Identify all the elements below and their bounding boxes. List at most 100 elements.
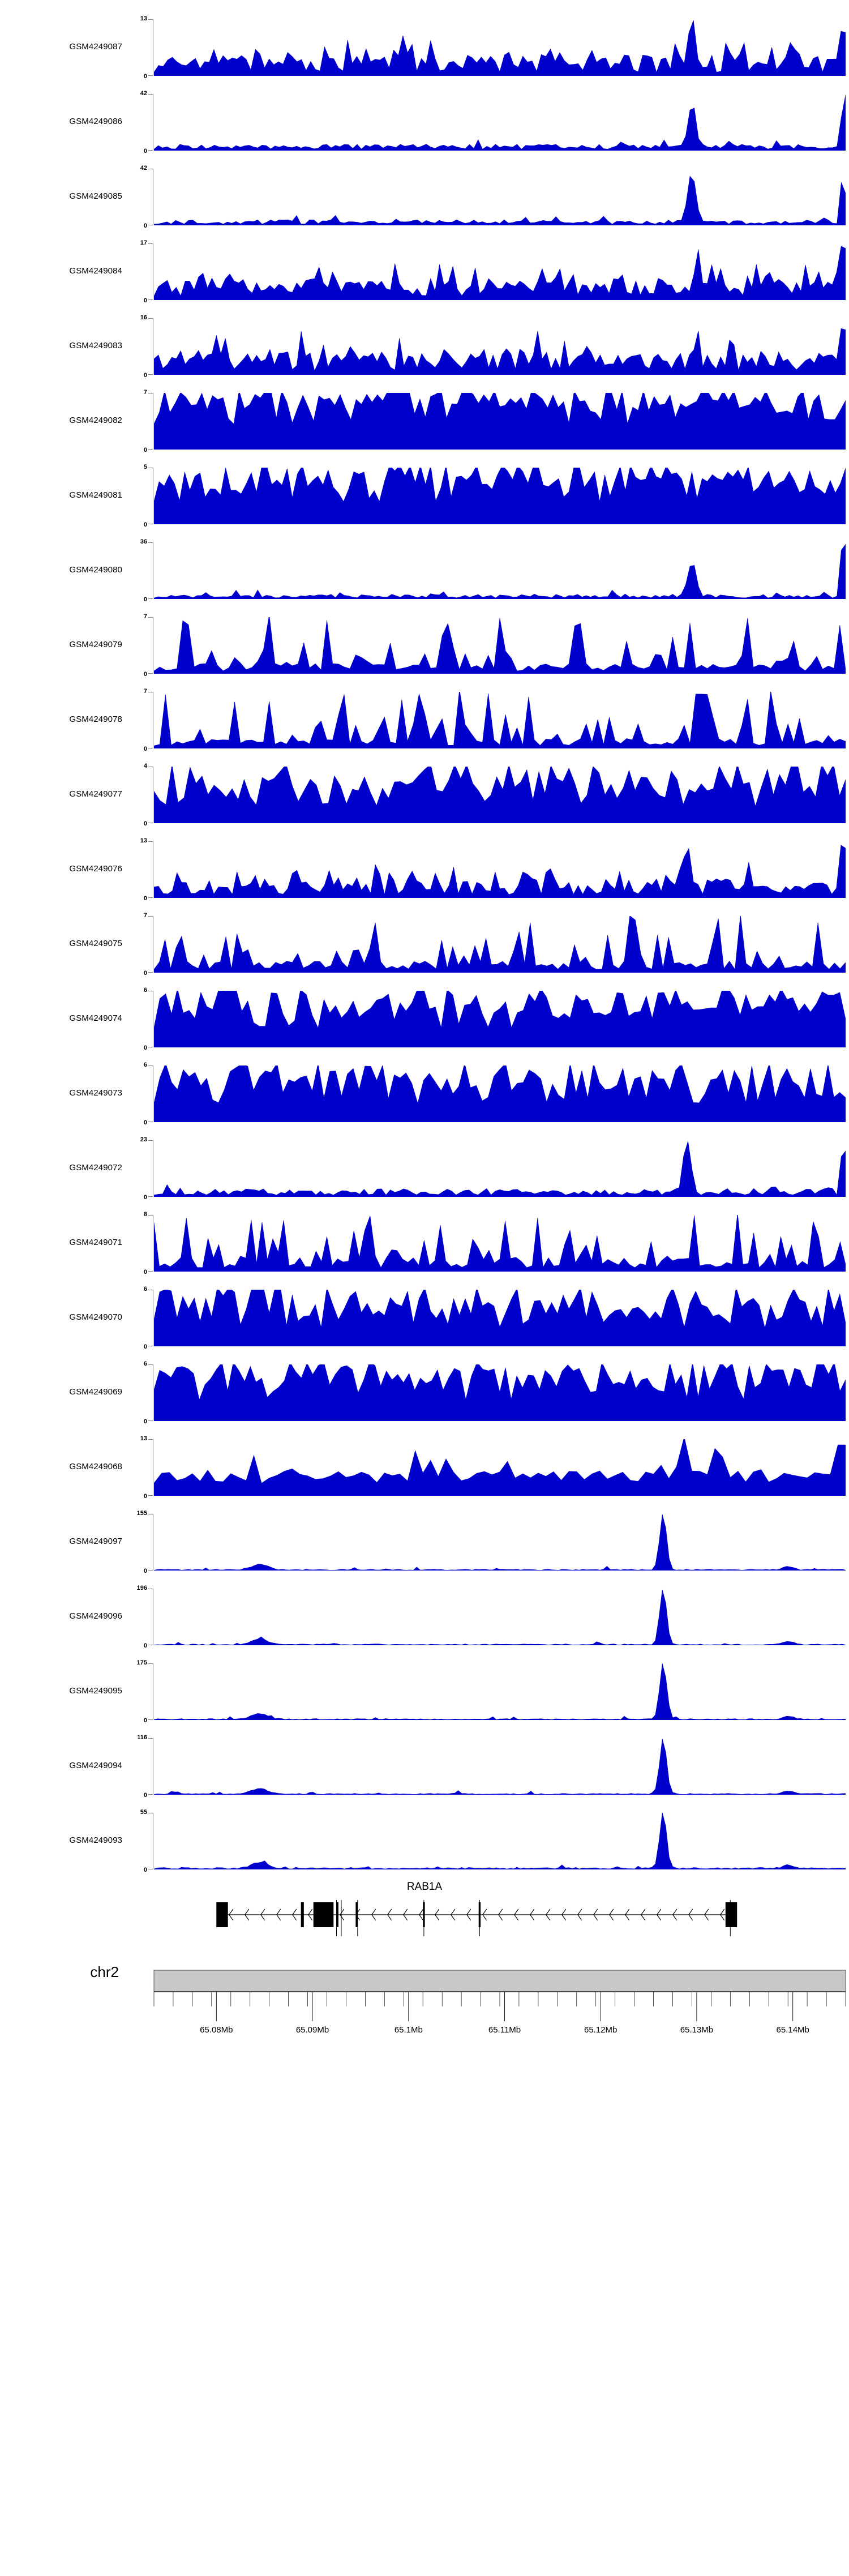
coverage-plot-area: [154, 169, 846, 225]
y-axis-max-label: 16: [140, 314, 147, 321]
y-axis-min-label: 0: [143, 895, 147, 902]
gene-annotation-track: RAB1A: [0, 1877, 849, 1951]
y-axis-max-label: 7: [143, 688, 147, 695]
y-axis-min-label: 0: [143, 73, 147, 80]
y-axis-min-label: 0: [143, 1568, 147, 1574]
y-axis-tick-min: [148, 1719, 153, 1720]
y-axis-max-label: 42: [140, 90, 147, 97]
signal-track: GSM4249093 55 0: [0, 1803, 849, 1877]
coverage-plot: [154, 95, 846, 151]
signal-track: GSM4249075 7 0: [0, 906, 849, 981]
y-axis-tick-min: [148, 1495, 153, 1496]
y-axis-min-label: 0: [143, 1792, 147, 1799]
y-axis-max-label: 6: [143, 1360, 147, 1367]
coverage-plot: [154, 176, 846, 225]
y-axis-tick-max: [148, 1215, 153, 1216]
track-label-GSM4249080: GSM4249080: [69, 564, 122, 575]
y-axis-tick-max: [148, 318, 153, 319]
y-axis-max-label: 155: [136, 1510, 147, 1517]
coverage-plot: [154, 692, 846, 748]
y-axis-tick-min: [148, 374, 153, 375]
track-label-GSM4249069: GSM4249069: [69, 1387, 122, 1397]
y-axis-min-label: 0: [143, 1119, 147, 1126]
signal-track: GSM4249084 17 0: [0, 233, 849, 308]
y-axis-max-label: 13: [140, 837, 147, 844]
y-axis-min-label: 0: [143, 1343, 147, 1350]
gene-model-graphic: [0, 1893, 849, 1950]
y-axis-tick-min: [148, 1271, 153, 1272]
track-label-GSM4249073: GSM4249073: [69, 1088, 122, 1098]
track-label-GSM4249075: GSM4249075: [69, 938, 122, 948]
y-axis-min-label: 0: [143, 1418, 147, 1425]
track-label-GSM4249070: GSM4249070: [69, 1312, 122, 1322]
signal-track: GSM4249073 6 0: [0, 1055, 849, 1130]
signal-track: GSM4249072 23 0: [0, 1130, 849, 1205]
chromosome-band: [153, 1970, 846, 1992]
y-axis-max-label: 13: [140, 1435, 147, 1442]
coverage-plot-area: [154, 1066, 846, 1122]
y-axis-max-label: 7: [143, 912, 147, 919]
track-label-GSM4249095: GSM4249095: [69, 1685, 122, 1696]
signal-track: GSM4249086 42 0: [0, 84, 849, 159]
y-axis-min-label: 0: [143, 148, 147, 155]
y-axis-min-label: 0: [143, 820, 147, 827]
exon: [725, 1902, 737, 1927]
coverage-plot-area: [154, 1439, 846, 1496]
track-label-GSM4249071: GSM4249071: [69, 1237, 122, 1247]
y-axis-tick-min: [148, 1794, 153, 1795]
signal-track: GSM4249079 7 0: [0, 607, 849, 682]
y-axis-tick-min: [148, 972, 153, 973]
axis-tick-label: 65.09Mb: [296, 2025, 329, 2035]
signal-track: GSM4249077 4 0: [0, 756, 849, 831]
y-axis-min-label: 0: [143, 1194, 147, 1201]
coverage-plot: [154, 328, 846, 375]
axis-tick-label: 65.14Mb: [777, 2025, 809, 2035]
coverage-plot-area: [154, 1290, 846, 1346]
y-axis: 42 0: [127, 90, 153, 155]
y-axis: 13 0: [127, 837, 153, 902]
track-label-GSM4249086: GSM4249086: [69, 116, 122, 126]
gene-model-svg: [216, 1900, 737, 1936]
top-margin: [0, 0, 849, 9]
y-axis-max-label: 7: [143, 389, 147, 396]
y-axis-tick-min: [148, 1196, 153, 1197]
gene-name-label: RAB1A: [406, 1881, 443, 1893]
axis-tick-label: 65.1Mb: [395, 2025, 423, 2035]
y-axis-min-label: 0: [143, 746, 147, 752]
y-axis-min-label: 0: [143, 222, 147, 229]
track-label-GSM4249097: GSM4249097: [69, 1536, 122, 1546]
y-axis-max-label: 23: [140, 1136, 147, 1143]
axis-tick-label: 65.08Mb: [200, 2025, 233, 2035]
coverage-plot: [154, 1813, 846, 1869]
exon: [355, 1902, 358, 1927]
coverage-plot-area: [154, 767, 846, 823]
axis-tick-label: 65.12Mb: [584, 2025, 617, 2035]
coverage-plot: [154, 1663, 846, 1720]
track-label-GSM4249087: GSM4249087: [69, 41, 122, 52]
y-axis-min-label: 0: [143, 596, 147, 603]
y-axis-max-label: 13: [140, 15, 147, 22]
track-label-GSM4249079: GSM4249079: [69, 639, 122, 649]
coverage-plot: [154, 1215, 846, 1272]
y-axis-tick-max: [148, 1439, 153, 1440]
y-axis: 155 0: [127, 1510, 153, 1574]
y-axis-tick-max: [148, 1140, 153, 1141]
coverage-plot: [154, 991, 846, 1047]
y-axis-min-label: 0: [143, 372, 147, 379]
coverage-plot-area: [154, 916, 846, 973]
track-label-GSM4249077: GSM4249077: [69, 789, 122, 799]
coverage-plot-area: [154, 468, 846, 524]
signal-track: GSM4249083 16 0: [0, 308, 849, 383]
track-label-GSM4249085: GSM4249085: [69, 191, 122, 201]
y-axis-tick-min: [148, 598, 153, 599]
signal-track: GSM4249074 6 0: [0, 981, 849, 1055]
coverage-plot-area: [154, 991, 846, 1047]
y-axis-max-label: 6: [143, 1286, 147, 1293]
y-axis-tick-max: [148, 916, 153, 917]
coverage-plot-area: [154, 1663, 846, 1720]
y-axis: 175 0: [127, 1659, 153, 1724]
